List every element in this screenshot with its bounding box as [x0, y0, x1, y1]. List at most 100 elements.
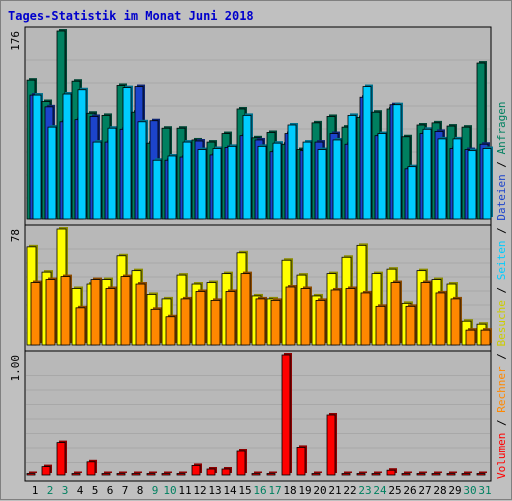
x-tick-label-11: 11: [178, 484, 191, 497]
bar-volumen-4: [71, 473, 81, 476]
bar-volumen-28: [431, 473, 441, 476]
x-tick-label-22: 22: [343, 484, 356, 497]
bar-rechner-15: [240, 273, 251, 346]
bar-rechner-27: [420, 282, 431, 346]
x-tick-label-14: 14: [223, 484, 237, 497]
bar-rechner-7: [120, 276, 131, 346]
bar-shadow-volumen-27: [419, 471, 427, 473]
bar-shadow-volumen-24: [374, 471, 382, 473]
x-tick-label-5: 5: [92, 484, 99, 497]
bar-volumen-25: [386, 469, 396, 476]
bar-rechner-16: [255, 298, 266, 346]
bar-seiten-14: [227, 145, 237, 220]
bar-seiten-3: [62, 93, 72, 220]
bar-shadow-volumen-6: [104, 471, 112, 473]
bar-seiten-4: [77, 89, 87, 220]
legend-separator: /: [495, 221, 508, 241]
legend-separator: /: [495, 347, 508, 367]
x-tick-label-3: 3: [62, 484, 69, 497]
bar-shadow-volumen-28: [434, 471, 442, 473]
bar-seiten-6: [107, 127, 117, 220]
x-tick-label-19: 19: [298, 484, 311, 497]
bar-seiten-9: [152, 159, 162, 220]
bar-volumen-29: [446, 473, 456, 476]
bar-volumen-18: [281, 354, 291, 476]
bar-seiten-29: [452, 138, 462, 220]
bar-rechner-12: [195, 291, 206, 346]
bar-rechner-31: [480, 329, 491, 346]
legend-item-besuche: Besuche: [495, 300, 508, 346]
bar-rechner-10: [165, 316, 176, 346]
bar-volumen-27: [416, 473, 426, 476]
bar-volumen-26: [401, 473, 411, 476]
bar-shadow-volumen-29: [449, 471, 457, 473]
x-tick-label-8: 8: [137, 484, 144, 497]
bar-seiten-2: [47, 126, 57, 220]
x-tick-label-9: 9: [152, 484, 159, 497]
bar-volumen-13: [206, 468, 216, 476]
chart-title: Tages-Statistik im Monat Juni 2018: [8, 9, 254, 23]
legend-item-rechner: Rechner: [495, 366, 508, 413]
bar-shadow-volumen-23: [359, 471, 367, 473]
legend-separator: /: [495, 154, 508, 174]
bar-rechner-14: [225, 291, 236, 346]
bar-shadow-volumen-9: [149, 471, 157, 473]
bar-shadow-volumen-30: [464, 471, 472, 473]
bar-volumen-7: [116, 473, 126, 476]
bar-seiten-10: [167, 155, 177, 220]
y-max-label-bottom: 1.00: [9, 355, 22, 382]
bar-volumen-5: [86, 461, 96, 476]
bar-volumen-10: [161, 473, 171, 476]
x-axis-labels: 1 2 3 4 5 6 7 8 9 10 11 12 13 14 15 16 17 18 19 20 21 22 23 24 2…: [32, 484, 492, 497]
x-tick-label-29: 29: [448, 484, 461, 497]
bar-volumen-30: [461, 473, 471, 476]
bar-seiten-27: [422, 128, 432, 220]
bar-shadow-volumen-26: [404, 471, 412, 473]
bar-volumen-24: [371, 473, 381, 476]
legend-separator: /: [495, 413, 508, 433]
y-max-label-middle: 78: [9, 229, 22, 242]
x-tick-label-20: 20: [313, 484, 326, 497]
bar-volumen-6: [101, 473, 111, 476]
bar-rechner-26: [405, 305, 416, 346]
bar-volumen-2: [41, 466, 51, 476]
bar-seiten-7: [122, 87, 132, 220]
panel-middle: 78: [9, 224, 492, 352]
bar-shadow-volumen-17: [269, 471, 277, 473]
bar-rechner-30: [465, 329, 476, 346]
bar-volumen-21: [326, 414, 336, 476]
bar-shadow-volumen-16: [254, 471, 262, 473]
bar-seiten-17: [272, 142, 282, 220]
bar-seiten-25: [392, 104, 402, 220]
x-tick-label-26: 26: [403, 484, 416, 497]
legend-item-dateien: Dateien: [495, 174, 508, 220]
legend-separator: /: [495, 280, 508, 300]
bar-rechner-4: [75, 307, 86, 346]
x-tick-label-1: 1: [32, 484, 39, 497]
bar-rechner-24: [375, 305, 386, 346]
x-tick-label-24: 24: [373, 484, 387, 497]
legend-text: Volumen / Rechner / Besuche / Seiten / D…: [495, 101, 508, 479]
plot-area-bottom: [24, 350, 492, 482]
bar-shadow-volumen-10: [164, 471, 172, 473]
bar-volumen-23: [356, 473, 366, 476]
bar-rechner-21: [330, 289, 341, 346]
bar-volumen-14: [221, 468, 231, 476]
y-max-label-top: 176: [9, 31, 22, 51]
x-tick-label-23: 23: [358, 484, 371, 497]
bar-seiten-5: [92, 141, 102, 220]
bar-seiten-30: [467, 150, 477, 220]
bar-shadow-volumen-22: [344, 471, 352, 473]
x-tick-label-16: 16: [253, 484, 266, 497]
bar-volumen-12: [191, 464, 201, 476]
bar-rechner-17: [270, 299, 281, 346]
bar-shadow-volumen-11: [179, 471, 187, 473]
bar-seiten-12: [197, 149, 207, 220]
x-tick-label-17: 17: [268, 484, 281, 497]
bar-volumen-3: [56, 442, 66, 476]
bar-seiten-20: [317, 149, 327, 220]
bar-volumen-20: [311, 473, 321, 476]
panel-bottom: 1.00: [9, 350, 492, 482]
bar-volumen-19: [296, 446, 306, 476]
